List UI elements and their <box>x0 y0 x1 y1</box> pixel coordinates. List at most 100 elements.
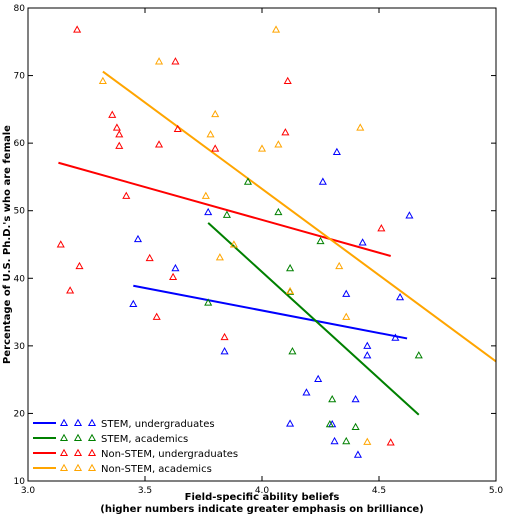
data-point <box>351 422 360 431</box>
data-points <box>56 25 423 458</box>
legend: STEM, undergraduates STEM, academics Non-S… <box>33 418 238 475</box>
data-point <box>206 130 215 138</box>
data-point <box>257 144 267 152</box>
data-point <box>220 332 229 341</box>
data-point <box>220 347 229 355</box>
data-point <box>414 351 423 359</box>
legend-label: STEM, academics <box>101 434 188 445</box>
data-point <box>342 436 351 445</box>
fit-line <box>133 284 408 340</box>
data-point <box>363 351 372 359</box>
y-tick-label: 60 <box>14 139 26 149</box>
y-axis-title: Percentage of U.S. Ph.D.'s who are femal… <box>2 125 13 364</box>
legend-marker <box>73 433 83 442</box>
legend-marker <box>87 463 97 472</box>
data-point <box>73 25 82 33</box>
legend-marker <box>87 448 97 457</box>
data-point <box>243 177 253 185</box>
y-tick-label: 50 <box>14 207 26 217</box>
data-point <box>211 109 220 118</box>
data-point <box>342 289 351 297</box>
y-tick-label: 70 <box>14 72 26 82</box>
legend-marker <box>73 448 83 457</box>
y-tick-label: 30 <box>14 342 26 352</box>
x-axis-subtitle: (higher numbers indicate greater emphasi… <box>100 504 423 515</box>
data-point <box>66 286 75 294</box>
data-point <box>171 57 180 65</box>
data-point <box>154 57 164 65</box>
data-point <box>169 272 178 280</box>
x-tick-label: 4.5 <box>372 486 386 496</box>
data-point <box>328 395 337 403</box>
data-point <box>115 130 124 138</box>
data-point <box>171 263 180 272</box>
plot-frame <box>27 7 497 482</box>
data-point <box>145 253 154 262</box>
data-point <box>358 238 367 246</box>
data-point <box>56 240 65 248</box>
data-point <box>288 347 297 355</box>
data-point <box>302 388 311 396</box>
fit-line <box>58 161 391 257</box>
data-point <box>353 450 362 458</box>
data-point <box>173 124 182 133</box>
legend-marker <box>87 418 97 427</box>
data-point <box>129 299 138 308</box>
data-point <box>112 123 121 131</box>
y-tick-label: 80 <box>14 4 26 14</box>
data-point <box>281 128 290 136</box>
data-point <box>122 191 131 199</box>
data-point <box>286 419 295 427</box>
data-point <box>154 140 164 148</box>
y-tick-label: 40 <box>14 274 26 284</box>
data-point <box>386 438 395 446</box>
data-point <box>229 240 238 248</box>
data-point <box>314 374 323 383</box>
data-point <box>342 312 351 320</box>
x-axis-title: Field-specific ability beliefs <box>185 492 340 503</box>
data-point <box>283 76 292 85</box>
data-point <box>271 25 281 33</box>
data-point <box>201 191 210 199</box>
data-point <box>335 261 344 270</box>
data-point <box>75 261 84 270</box>
data-point <box>211 144 220 152</box>
data-point <box>108 110 117 118</box>
x-tick-label: 3.5 <box>138 486 152 496</box>
fit-lines <box>58 70 497 416</box>
data-point <box>332 147 341 155</box>
data-point <box>286 286 295 295</box>
data-point <box>274 140 283 148</box>
data-point <box>377 224 386 232</box>
data-point <box>351 395 360 403</box>
legend-marker <box>59 433 69 442</box>
data-point <box>204 207 213 216</box>
legend-marker <box>59 463 69 472</box>
data-point <box>325 420 334 428</box>
data-point <box>274 207 283 216</box>
legend-label: STEM, undergraduates <box>101 419 215 430</box>
y-tick-label: 10 <box>14 477 26 487</box>
data-point <box>396 292 405 301</box>
x-tick-label: 4.0 <box>255 486 270 496</box>
legend-marker <box>73 418 83 427</box>
x-tick-label: 5.0 <box>489 486 504 496</box>
data-point <box>363 437 372 445</box>
fit-line <box>102 70 497 363</box>
data-point <box>391 333 400 341</box>
fit-line <box>207 222 420 416</box>
legend-label: Non-STEM, academics <box>101 464 212 475</box>
data-point <box>115 141 124 149</box>
legend-marker <box>73 463 83 472</box>
y-tick-label: 20 <box>14 409 26 419</box>
data-point <box>363 341 372 349</box>
data-point <box>316 236 325 245</box>
data-point <box>222 210 231 218</box>
data-point <box>318 177 327 185</box>
data-point <box>286 263 295 272</box>
data-point <box>133 234 143 243</box>
data-point <box>215 253 224 261</box>
legend-marker <box>59 418 69 427</box>
data-point <box>98 76 107 85</box>
